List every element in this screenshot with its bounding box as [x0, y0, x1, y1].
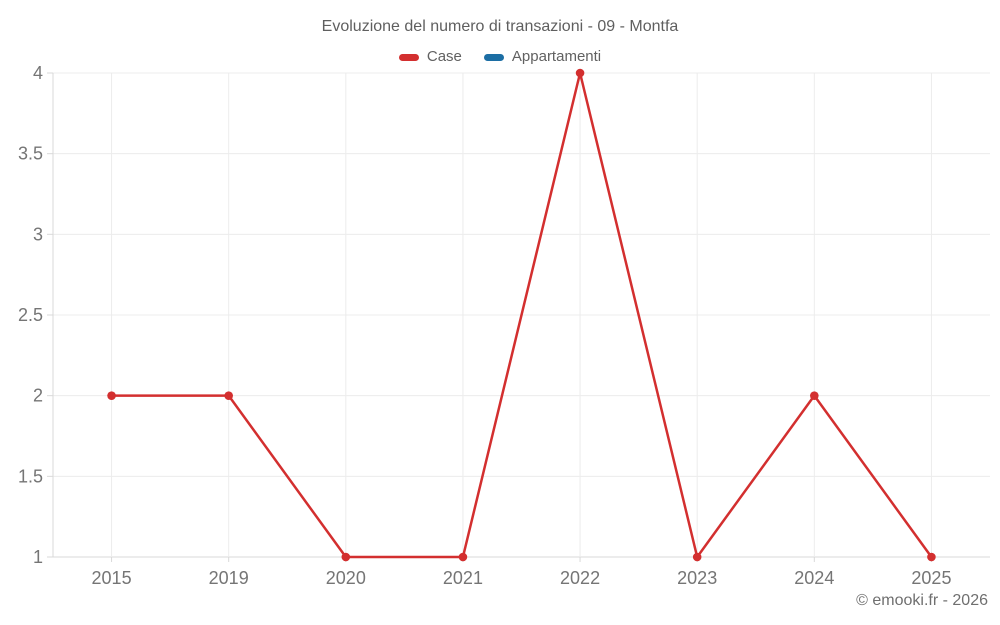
y-axis-label: 1 [33, 547, 43, 567]
x-axis-label: 2020 [326, 568, 366, 588]
data-point-case[interactable] [927, 552, 936, 562]
data-point-case[interactable] [458, 552, 468, 562]
y-axis-label: 1.5 [18, 466, 43, 486]
data-point-case[interactable] [810, 391, 819, 400]
data-point-case[interactable] [575, 68, 585, 78]
x-axis-label: 2025 [911, 568, 951, 588]
x-axis-label: 2024 [794, 568, 834, 588]
x-axis-label: 2019 [209, 568, 249, 588]
copyright: © emooki.fr - 2026 [856, 592, 988, 609]
y-axis-label: 2 [33, 386, 43, 406]
legend-swatch-icon [398, 53, 419, 61]
x-axis-label: 2015 [92, 568, 132, 588]
legend-swatch-icon [483, 53, 504, 61]
y-axis-label: 3 [33, 224, 43, 244]
data-point-case[interactable] [341, 552, 351, 562]
series-line-case [110, 71, 933, 559]
y-axis-label: 3.5 [18, 144, 43, 164]
chart-title: Evoluzione del numero di transazioni - 0… [321, 18, 679, 35]
x-axis-label: 2022 [560, 568, 600, 588]
legend-item-case[interactable]: Case [398, 48, 462, 66]
legend-item-appartamenti[interactable]: Appartamenti [483, 48, 602, 66]
y-axis-label: 2.5 [18, 305, 43, 325]
legend-label: Appartamenti [511, 48, 602, 65]
legend: Case Appartamenti [0, 47, 1000, 67]
legend-label: Case [426, 48, 462, 65]
x-axis-label: 2021 [443, 568, 483, 588]
data-point-case[interactable] [107, 391, 116, 400]
x-axis-label: 2023 [677, 568, 717, 588]
data-point-case[interactable] [692, 552, 702, 562]
data-point-case[interactable] [224, 391, 233, 400]
y-axis-label: 4 [33, 63, 43, 83]
